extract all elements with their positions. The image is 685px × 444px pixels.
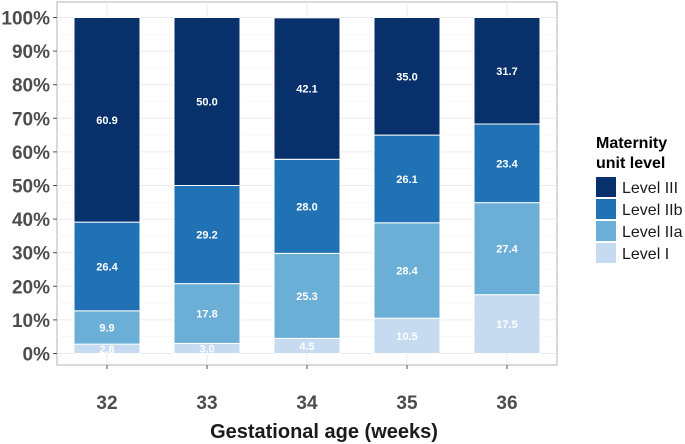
y-tick-label: 80%	[12, 76, 50, 97]
legend-swatch	[596, 177, 616, 197]
x-tick-label: 32	[96, 393, 117, 414]
plot-area: 2.8 9.9 26.4 60.9 3.0 17.8 29.2 50.0 4.5 25.3 28.0…	[56, 1, 558, 366]
data-label: 27.4	[496, 244, 518, 256]
data-label: 29.2	[196, 230, 217, 242]
y-tick-label: 60%	[12, 143, 50, 164]
y-tick-label: 90%	[12, 42, 50, 63]
legend-title-line-1: Maternity	[596, 135, 667, 152]
bar-segment-level-iib-32	[73, 221, 141, 312]
bars	[73, 17, 541, 355]
data-label: 23.4	[496, 158, 518, 170]
y-tick-label: 50%	[12, 177, 50, 198]
legend-items: Level III Level IIb Level IIa Level I	[596, 177, 683, 263]
y-tick-label: 40%	[12, 210, 50, 231]
bar-segment-level-i-35	[373, 317, 441, 354]
legend-swatch	[596, 221, 616, 241]
data-label: 17.8	[196, 309, 217, 321]
bar-segment-level-iib-33	[173, 185, 241, 285]
legend-swatch	[596, 199, 616, 219]
data-label: 35.0	[396, 71, 417, 83]
y-axis: 0% 10% 20% 30% 40% 50% 60% 70% 80% 90% 100%	[1, 9, 57, 366]
x-tick-label: 34	[296, 393, 318, 414]
y-tick-label: 70%	[12, 109, 50, 130]
data-labels: 2.8 9.9 26.4 60.9 3.0 17.8 29.2 50.0 4.5 25.3 28.0…	[96, 66, 518, 356]
legend-label: Level IIb	[622, 202, 683, 219]
x-axis: 32 33 34 35 36	[96, 365, 518, 414]
data-label: 26.4	[96, 261, 118, 273]
data-label: 25.3	[296, 291, 317, 303]
bar-segment-level-iii-36	[473, 17, 541, 125]
bar-segment-level-iii-32	[73, 17, 141, 223]
data-label: 10.5	[396, 331, 417, 343]
bar-segment-level-i-36	[473, 294, 541, 355]
data-label: 4.5	[299, 341, 314, 353]
data-label: 50.0	[196, 97, 217, 109]
bar-segment-level-iia-34	[273, 252, 341, 339]
y-tick-label: 10%	[12, 311, 50, 332]
x-tick-label: 36	[496, 393, 517, 414]
bar-segment-level-iii-35	[373, 17, 441, 136]
data-label: 3.0	[199, 343, 214, 355]
bar-segment-level-iia-32	[73, 310, 141, 345]
data-label: 2.8	[99, 344, 114, 356]
bar-segment-level-iia-36	[473, 202, 541, 296]
data-label: 17.5	[496, 319, 517, 331]
legend-label: Level III	[622, 180, 678, 197]
bar-segment-level-iii-34	[273, 17, 341, 160]
legend-label: Level I	[622, 246, 669, 263]
data-label: 28.4	[396, 266, 418, 278]
data-label: 42.1	[296, 84, 317, 96]
data-label: 60.9	[96, 115, 117, 127]
bar-segment-level-iii-33	[173, 17, 241, 186]
legend-title-line-2: unit level	[596, 155, 665, 172]
x-tick-label: 35	[396, 393, 418, 414]
legend-label: Level IIa	[622, 224, 683, 241]
data-label: 9.9	[99, 322, 114, 334]
y-tick-label: 20%	[12, 277, 50, 298]
data-label: 26.1	[396, 174, 417, 186]
data-label: 28.0	[296, 201, 317, 213]
y-tick-label: 100%	[1, 9, 50, 30]
bar-segment-level-iib-34	[273, 158, 341, 254]
bar-segment-level-iib-35	[373, 134, 441, 224]
bar-segment-level-iib-36	[473, 123, 541, 204]
bar-segment-level-iia-35	[373, 222, 441, 319]
legend-swatch	[596, 243, 616, 263]
x-axis-title: Gestational age (weeks)	[210, 421, 438, 443]
x-tick-label: 33	[196, 393, 217, 414]
data-label: 31.7	[496, 66, 517, 78]
y-tick-label: 0%	[23, 345, 51, 366]
y-tick-label: 30%	[12, 244, 50, 265]
